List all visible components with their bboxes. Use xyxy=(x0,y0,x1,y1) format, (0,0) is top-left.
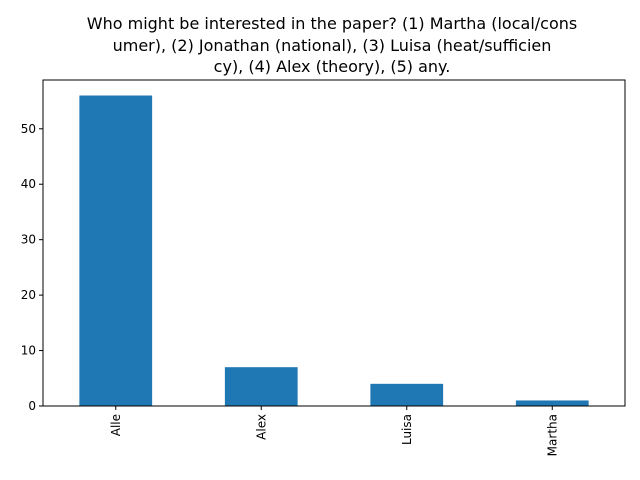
bar-alle xyxy=(79,95,153,407)
plot-frame xyxy=(42,79,626,407)
y-tick-label: 40 xyxy=(21,177,36,191)
y-tick-label: 0 xyxy=(28,399,36,413)
y-tick-label: 50 xyxy=(21,122,36,136)
bar-martha xyxy=(515,400,589,406)
y-axis: 0 10 20 30 40 50 xyxy=(21,122,43,413)
x-axis: Alle Alex Luisa Martha xyxy=(109,406,559,456)
x-tick-label-martha: Martha xyxy=(545,414,559,456)
x-tick-label-luisa: Luisa xyxy=(400,414,414,445)
chart-title-line-3: cy), (4) Alex (theory), (5) any. xyxy=(214,57,451,76)
bars xyxy=(79,95,589,407)
bar-luisa xyxy=(370,383,444,406)
chart-title: Who might be interested in the paper? (1… xyxy=(87,14,577,76)
y-tick-label: 10 xyxy=(21,344,36,358)
chart-title-line-2: umer), (2) Jonathan (national), (3) Luis… xyxy=(113,36,552,55)
chart-title-line-1: Who might be interested in the paper? (1… xyxy=(87,14,577,33)
y-tick-label: 20 xyxy=(21,288,36,302)
bar-alex xyxy=(224,367,298,406)
x-tick-label-alle: Alle xyxy=(109,414,123,436)
x-tick-label-alex: Alex xyxy=(254,414,268,440)
y-tick-label: 30 xyxy=(21,233,36,247)
